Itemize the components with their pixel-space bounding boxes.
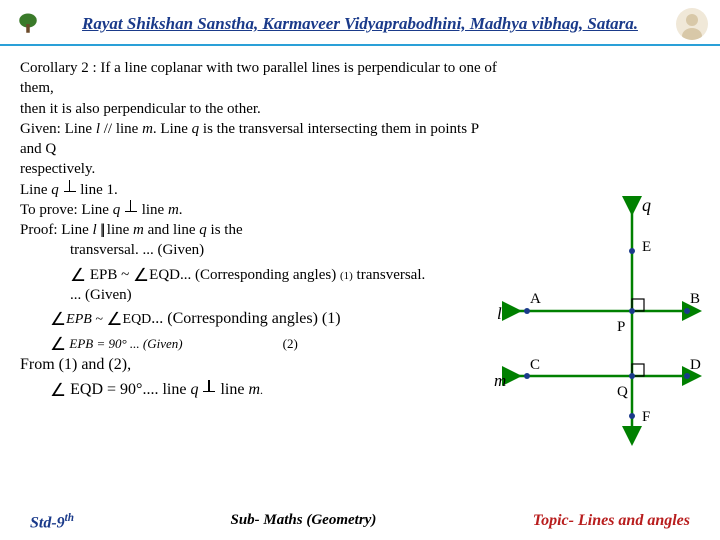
geometry-diagram: q E A B P l C D Q m F: [492, 191, 702, 451]
line-2: then it is also perpendicular to the oth…: [20, 99, 500, 119]
label-l: l: [497, 304, 502, 323]
line-14: ∠ EQD = 90°.... line q line m.: [20, 376, 500, 401]
footer-topic: Topic- Lines and angles: [533, 512, 690, 532]
line-6: To prove: Line q line m.: [20, 200, 500, 220]
angle-icon: ∠: [50, 380, 66, 400]
line-10: ... (Given): [20, 285, 500, 305]
angle-icon: ∠: [133, 265, 149, 285]
line-1: Corollary 2 : If a line coplanar with tw…: [20, 58, 500, 99]
angle-icon: ∠: [70, 265, 86, 285]
label-Q: Q: [617, 384, 628, 400]
label-F: F: [642, 409, 650, 425]
line-3: Given: Line l // line m. Line q is the t…: [20, 119, 500, 160]
line-4: respectively.: [20, 159, 500, 179]
line-9: ∠ EPB ~ ∠EQD... (Corresponding angles) (…: [20, 261, 500, 285]
footer-standard: Std-9th: [30, 512, 74, 532]
line-5: Line q line 1.: [20, 180, 500, 200]
footer: Std-9th Sub- Maths (Geometry) Topic- Lin…: [0, 512, 720, 532]
page-title: Rayat Shikshan Sanstha, Karmaveer Vidyap…: [44, 14, 676, 34]
label-E: E: [642, 239, 651, 255]
perpendicular-icon: [124, 200, 138, 214]
tree-logo-icon: [12, 8, 44, 40]
parallel-icon: ||: [100, 220, 103, 240]
perpendicular-icon: [202, 380, 216, 394]
label-P: P: [617, 319, 625, 335]
footer-subject: Sub- Maths (Geometry): [230, 512, 376, 532]
label-q: q: [642, 195, 651, 215]
angle-icon: ∠: [50, 334, 66, 354]
line-13: From (1) and (2),: [20, 354, 500, 376]
header: Rayat Shikshan Sanstha, Karmaveer Vidyap…: [0, 0, 720, 46]
label-m: m: [494, 371, 506, 390]
label-C: C: [530, 357, 540, 373]
label-A: A: [530, 291, 541, 307]
line-8: transversal. ... (Given): [20, 240, 500, 260]
angle-icon: ∠: [50, 309, 66, 329]
line-7: Proof: Line l || line m and line q is th…: [20, 220, 500, 240]
angle-icon: ∠: [106, 309, 122, 329]
line-11: ∠EPB ~ ∠EQD... (Corresponding angles) (1…: [20, 305, 500, 330]
label-D: D: [690, 357, 701, 373]
label-B: B: [690, 291, 700, 307]
portrait-icon: [676, 8, 708, 40]
perpendicular-icon: [63, 180, 77, 194]
line-12: ∠ EPB = 90° ... (Given)(2): [20, 330, 500, 354]
content-body: Corollary 2 : If a line coplanar with tw…: [0, 46, 720, 486]
proof-text: Corollary 2 : If a line coplanar with tw…: [20, 58, 500, 400]
